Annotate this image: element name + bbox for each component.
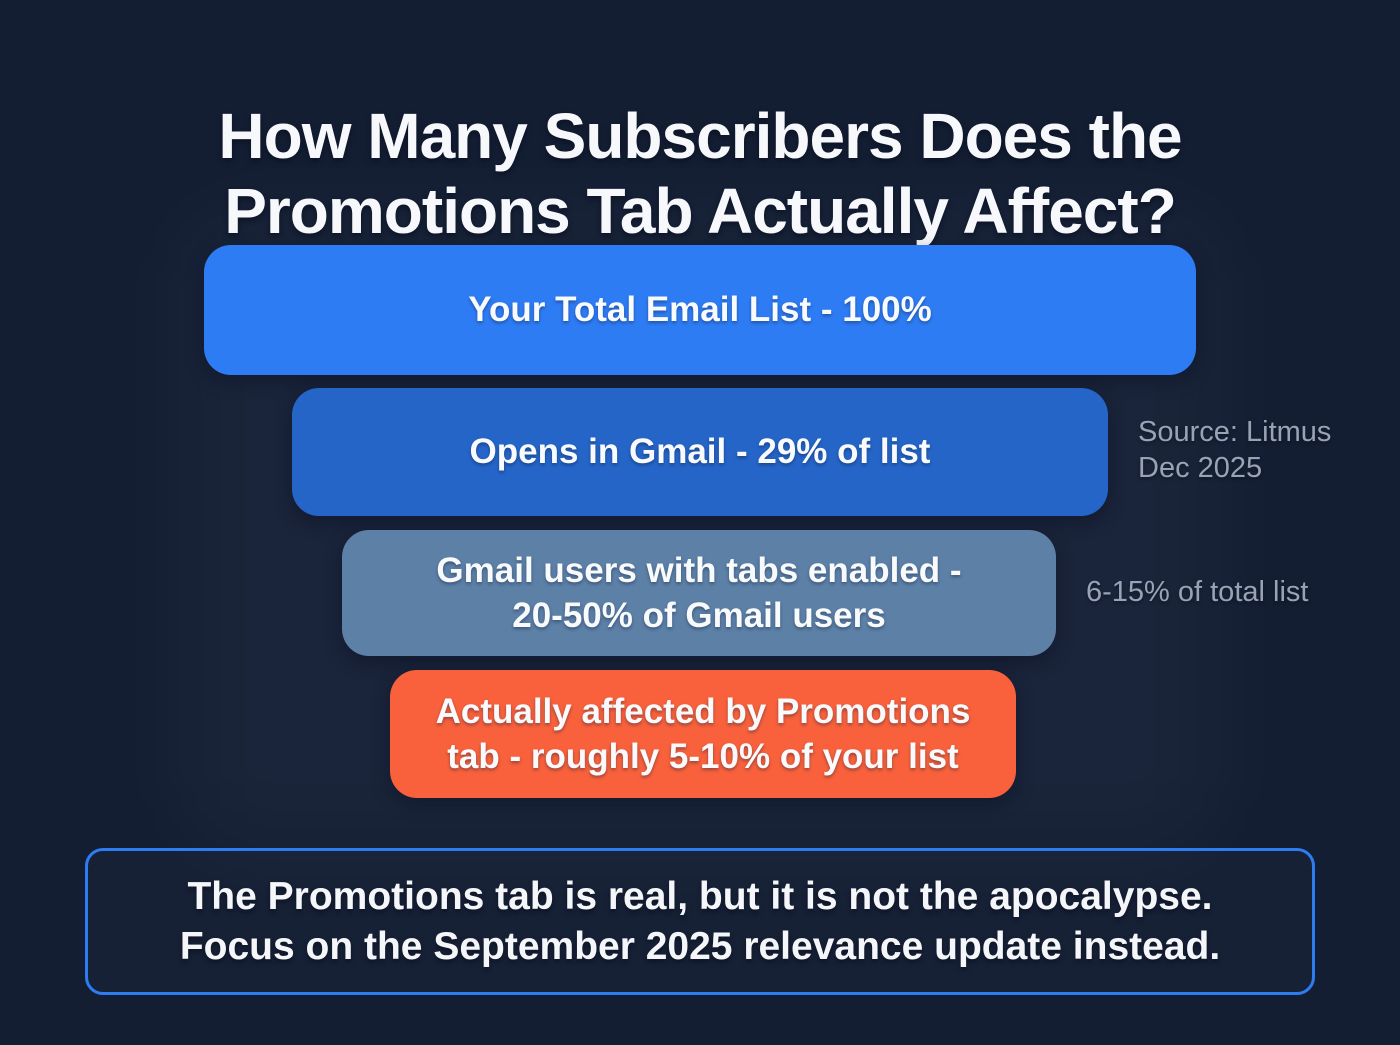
takeaway-line2: Focus on the September 2025 relevance up…: [179, 924, 1221, 968]
funnel-stage-label: Your Total Email List - 100%: [468, 290, 932, 330]
funnel-stage-label: Gmail users with tabs enabled - 20-50% o…: [436, 550, 962, 636]
funnel-stage-gmail-users-tabs-enabled: Gmail users with tabs enabled - 20-50% o…: [342, 530, 1056, 656]
funnel-stage-label: Opens in Gmail - 29% of list: [469, 432, 931, 472]
annotation-source: Source: Litmus Dec 2025: [1138, 414, 1331, 487]
annotation-tabs-share: 6-15% of total list: [1086, 576, 1309, 608]
page-title: How Many Subscribers Does the Promotions…: [0, 99, 1400, 249]
funnel-stage-opens-in-gmail: Opens in Gmail - 29% of list: [292, 388, 1108, 516]
annotation-source-line2: Dec 2025: [1138, 452, 1263, 485]
page-title-line1: How Many Subscribers Does the: [218, 99, 1182, 172]
funnel-stage-affected-by-promotions-tab: Actually affected by Promotions tab - ro…: [390, 670, 1016, 798]
takeaway-line1: The Promotions tab is real, but it is no…: [187, 874, 1213, 918]
funnel-stage-total-email-list: Your Total Email List - 100%: [204, 245, 1196, 375]
takeaway-box: The Promotions tab is real, but it is no…: [85, 848, 1315, 995]
annotation-source-line1: Source: Litmus: [1138, 416, 1332, 448]
page-title-line2: Promotions Tab Actually Affect?: [224, 174, 1177, 247]
funnel-stage-label: Actually affected by Promotions tab - ro…: [435, 691, 971, 777]
